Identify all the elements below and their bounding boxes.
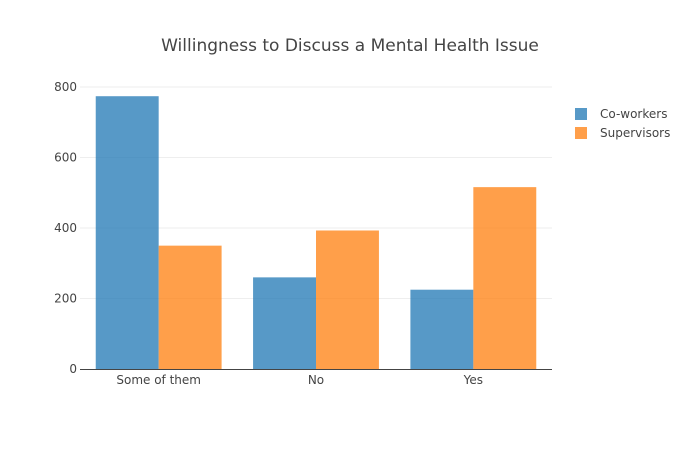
bar-supervisors-2[interactable] — [473, 187, 537, 369]
legend[interactable]: Co-workers Supervisors — [575, 107, 670, 140]
y-axis: 0 200 400 600 800 — [54, 80, 77, 376]
y-tick-label: 800 — [54, 80, 77, 94]
bars — [95, 96, 537, 370]
chart-title: Willingness to Discuss a Mental Health I… — [161, 36, 539, 56]
legend-item-supervisors[interactable]: Supervisors — [575, 126, 670, 140]
y-tick-label: 400 — [54, 221, 77, 235]
y-tick-label: 600 — [54, 151, 77, 165]
x-tick-label: Yes — [463, 373, 483, 387]
x-axis: Some of them No Yes — [116, 373, 483, 387]
legend-swatch — [575, 108, 587, 120]
bar-supervisors-1[interactable] — [316, 230, 379, 369]
y-tick-label: 200 — [54, 292, 77, 306]
bar-co-workers-1[interactable] — [253, 277, 316, 369]
legend-label: Co-workers — [600, 107, 667, 121]
legend-label: Supervisors — [600, 126, 670, 140]
bar-supervisors-0[interactable] — [158, 245, 222, 369]
x-tick-label: Some of them — [116, 373, 201, 387]
legend-swatch — [575, 127, 587, 139]
x-tick-label: No — [308, 373, 324, 387]
bar-co-workers-2[interactable] — [410, 289, 474, 369]
legend-item-co-workers[interactable]: Co-workers — [575, 107, 667, 121]
y-tick-label: 0 — [69, 362, 77, 376]
bar-co-workers-0[interactable] — [95, 96, 159, 370]
